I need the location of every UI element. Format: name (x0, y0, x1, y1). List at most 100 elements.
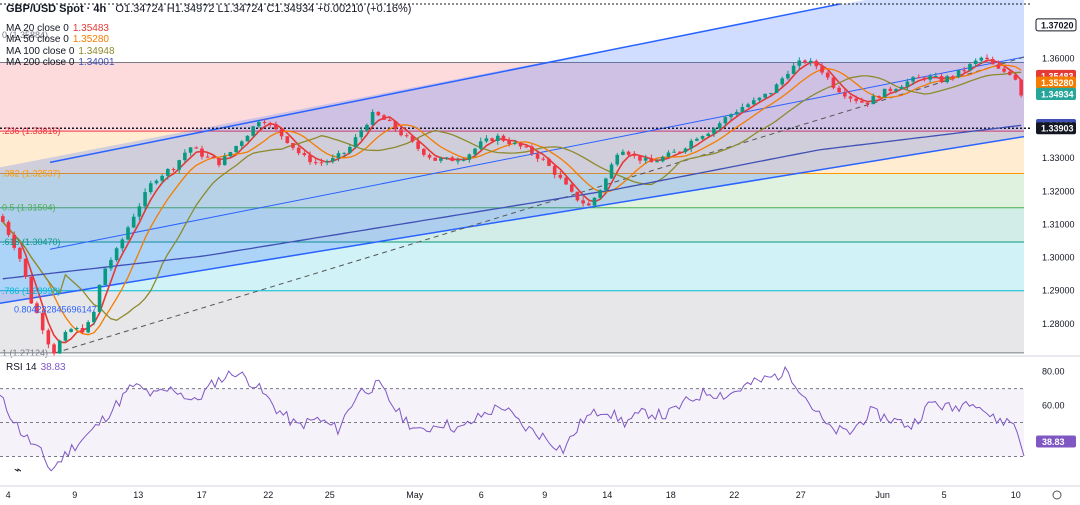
candle-body (23, 258, 28, 277)
price-badge-label: 1.34934 (1041, 90, 1074, 100)
candle-body (177, 160, 181, 170)
ma-50-legend[interactable]: MA 50 close 0 1.35280 (6, 34, 109, 46)
candle-body (103, 268, 108, 285)
candle-body (820, 66, 824, 73)
rsi-legend[interactable]: RSI 14 38.83 (6, 362, 66, 373)
candle-body (854, 98, 858, 102)
rsi-tick-label: 60.00 (1042, 401, 1065, 411)
candle-body (222, 156, 227, 166)
price-axis: 1.36000 1.33000 1.32000 1.31000 1.30000 1.290… (1030, 0, 1080, 505)
rsi-tick-label: 80.00 (1042, 367, 1065, 377)
price-badge-label: 1.35483 (1041, 71, 1074, 81)
candle-body (541, 158, 546, 160)
candle-body (234, 145, 238, 153)
candle-body (325, 161, 329, 163)
price-badge-label: 1.35280 (1041, 78, 1074, 88)
candle-body (956, 70, 961, 78)
time-tick-label: 9 (72, 490, 77, 500)
symbol-title[interactable]: GBP/USD Spot · 4h (6, 3, 107, 15)
channel-fill (0, 0, 1024, 304)
candle-body (916, 77, 921, 79)
ma-200-legend[interactable]: MA 200 close 0 1.34001 (6, 56, 115, 68)
candle-body (188, 147, 193, 153)
candle-body (882, 88, 887, 98)
candle-body (279, 129, 284, 137)
candle-body (968, 63, 972, 71)
candle-body (513, 142, 517, 145)
time-tick-label: 4 (6, 490, 11, 500)
candle-body (450, 157, 455, 162)
candle-body (336, 153, 341, 159)
candle-body (359, 130, 364, 138)
candle-body (871, 96, 876, 105)
candles (1, 54, 1023, 356)
candle-body (575, 191, 580, 201)
candle-body (825, 72, 830, 78)
candle-body (547, 158, 551, 166)
candle-body (194, 147, 199, 149)
candle-body (353, 137, 358, 147)
candle-body (86, 322, 90, 333)
candle-body (979, 57, 984, 61)
candle-body (490, 138, 494, 142)
candle-body (552, 165, 557, 175)
ma-100-legend[interactable]: MA 100 close 0 1.34948 (6, 45, 115, 57)
candle-body (285, 136, 290, 143)
candle-body (456, 160, 460, 162)
candle-body (495, 135, 500, 142)
candle-body (609, 164, 614, 179)
ma-20-legend[interactable]: MA 20 close 0 1.35483 (6, 23, 109, 34)
candle-body (518, 142, 523, 147)
settings-gear-icon[interactable] (1052, 490, 1062, 500)
fib-label: 0.5 (1.31504) (2, 203, 56, 213)
price-tick-label: 1.36000 (1042, 54, 1075, 64)
candle-body (319, 162, 324, 164)
channel-lower-line (0, 135, 1025, 305)
candle-body (888, 88, 893, 91)
fib-label: 0 (1.35884) (2, 30, 48, 40)
price-tick-label: 1.28000 (1042, 319, 1075, 329)
price-badge (1036, 76, 1076, 89)
ma-legend: MA 20 close 0 1.35483 MA 50 close 0 1.3528… (6, 23, 115, 68)
candle-body (632, 154, 637, 156)
candle-body (302, 153, 307, 156)
candle-body (990, 58, 995, 65)
candle-body (751, 100, 756, 105)
time-tick-label: 10 (1011, 490, 1021, 500)
candle-body (587, 203, 591, 206)
candle-body (166, 169, 170, 176)
candle-body (1, 216, 5, 222)
time-axis: 4 9 13 17 22 25 May 6 9 14 18 22 27 Jun 5 10 ⌁ (0, 463, 1080, 500)
candle-body (245, 135, 250, 142)
candle-body (860, 101, 864, 103)
candle-body (410, 136, 415, 142)
time-tick-label: 6 (479, 490, 484, 500)
fib-band (0, 62, 1024, 132)
candle-body (148, 183, 153, 193)
candle-body (29, 276, 34, 304)
rsi-line (0, 365, 1025, 472)
fib-labels: .236 (1.33816) .382 (1.32537) 0.5 (1.31504… (2, 30, 97, 358)
candle-body (865, 102, 870, 105)
candle-body (46, 330, 51, 345)
candle-body (1013, 74, 1018, 80)
chart-header: GBP/USD Spot · 4h O1.34724 H1.34972 L1.3… (6, 3, 411, 15)
candle-body (951, 76, 955, 78)
trend-channel (0, 0, 1040, 354)
candle-body (837, 87, 841, 93)
ma-20-line (2, 59, 1022, 344)
candle-body (581, 200, 585, 204)
price-tick-label: 1.31000 (1042, 219, 1075, 229)
candle-body (393, 121, 398, 130)
candle-body (183, 152, 187, 161)
candle-body (1007, 71, 1012, 75)
time-tick-label: 5 (942, 490, 947, 500)
price-badge-label: 1.37020 (1041, 20, 1074, 30)
candle-body (695, 138, 699, 141)
candle-body (564, 177, 568, 185)
candle-body (473, 148, 477, 155)
candle-body (427, 154, 432, 158)
candle-body (376, 111, 381, 116)
candle-body (171, 169, 176, 171)
